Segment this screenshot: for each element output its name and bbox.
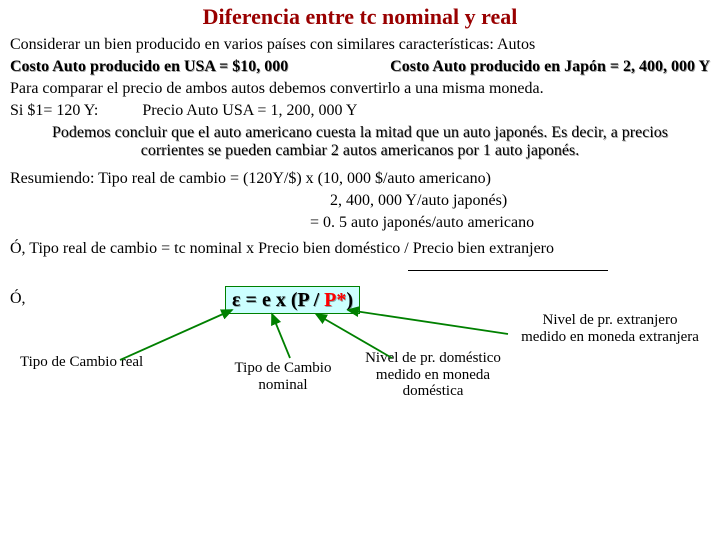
label-nominal-exchange-rate: Tipo de Cambio nominal [218, 360, 348, 393]
conclusion-paragraph: Podemos concluir que el auto americano c… [10, 124, 710, 160]
fraction-result-text: = 0. 5 auto japonés/auto americano [310, 214, 534, 232]
fraction-denominator-text: 2, 400, 000 Y/auto japonés) [330, 192, 507, 210]
label-domestic-price: Nivel de pr. doméstico medido en moneda … [348, 350, 518, 400]
definition-line: Ó, Tipo real de cambio = tc nominal x Pr… [10, 240, 710, 258]
page-title: Diferencia entre tc nominal y real [10, 4, 710, 30]
formula-pstar: P* [324, 289, 346, 311]
formula-close: ) [346, 289, 353, 311]
cost-japan: Costo Auto producido en Japón = 2, 400, … [390, 58, 710, 76]
fraction-result: = 0. 5 auto japonés/auto americano [10, 214, 710, 232]
o-short: Ó, [10, 290, 26, 308]
intro-paragraph: Considerar un bien producido en varios p… [10, 36, 710, 54]
cost-usa: Costo Auto producido en USA = $10, 000 [10, 58, 288, 76]
formula-area: Ó, ε = e x (P / P*) Tipo de Cambio real … [10, 262, 710, 422]
formula-eq: = e x (P / [241, 289, 325, 311]
summary-line: Resumiendo: Tipo real de cambio = (120Y/… [10, 170, 710, 188]
label-real-exchange-rate: Tipo de Cambio real [20, 354, 180, 371]
fraction-denominator: 2, 400, 000 Y/auto japonés) [10, 192, 710, 210]
formula-box: ε = e x (P / P*) [225, 286, 360, 314]
label-foreign-price: Nivel de pr. extranjero medido en moneda… [520, 312, 700, 345]
exchange-rate-line: Si $1= 120 Y: Precio Auto USA = 1, 200, … [10, 102, 710, 120]
rate-value: Precio Auto USA = 1, 200, 000 Y [142, 102, 357, 119]
rate-prefix: Si $1= 120 Y: [10, 102, 98, 119]
epsilon-symbol: ε [232, 289, 241, 311]
compare-paragraph: Para comparar el precio de ambos autos d… [10, 80, 710, 98]
